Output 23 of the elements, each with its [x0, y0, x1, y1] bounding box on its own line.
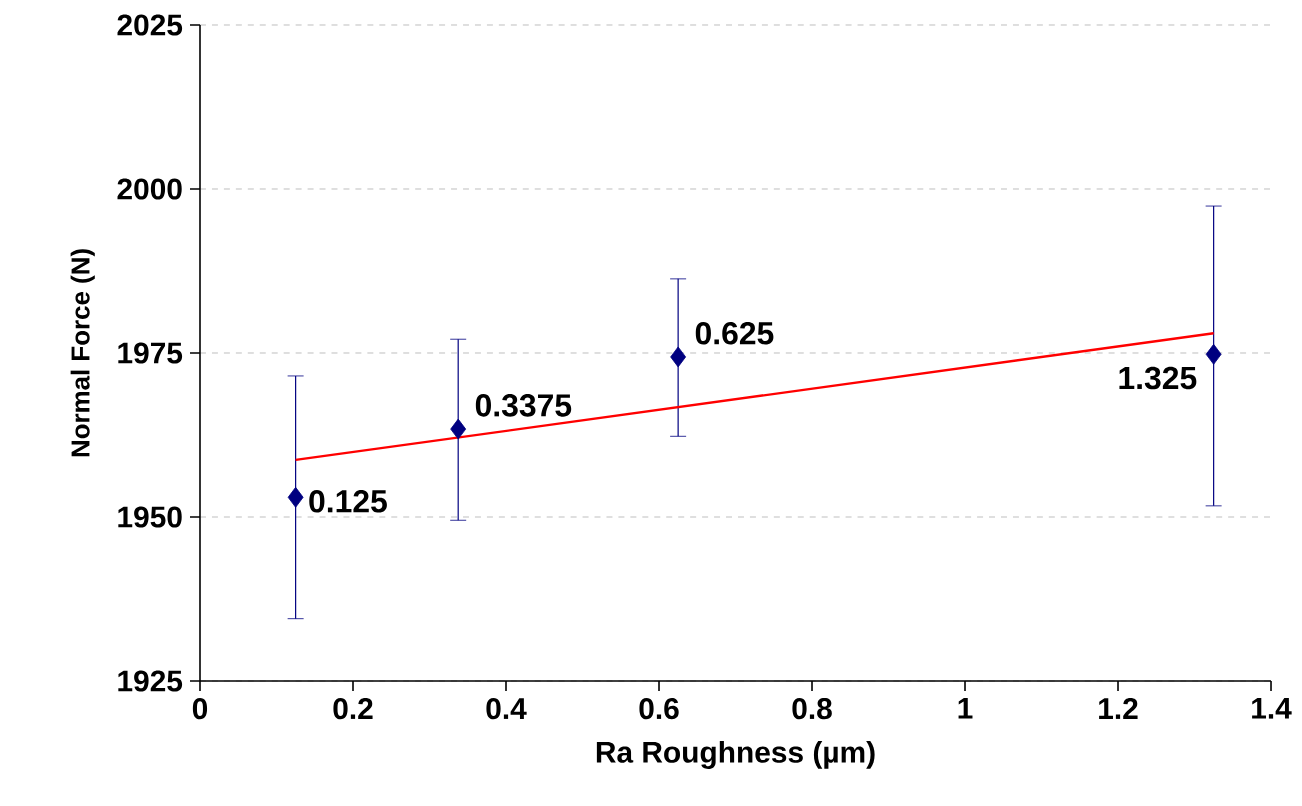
- x-tick-label: 0.2: [333, 698, 373, 720]
- point: [1205, 343, 1222, 365]
- y-tick-label: 2025: [117, 14, 183, 36]
- y-tick-label: 2000: [117, 178, 182, 200]
- x-tick-label: 0.8: [792, 698, 832, 720]
- point: [287, 486, 304, 508]
- x-tick-label: 0: [192, 698, 208, 720]
- point: [670, 346, 687, 368]
- annotation: 1.325: [1119, 366, 1197, 390]
- annotation: 0.3375: [475, 394, 572, 417]
- x-tick-label: 0.4: [486, 698, 527, 720]
- annotation: 0.125: [309, 490, 387, 513]
- x-tick-label: 0.6: [639, 698, 679, 720]
- annotation: 0.625: [695, 321, 774, 345]
- y-tick-label: 1950: [118, 506, 182, 528]
- point: [450, 418, 467, 440]
- y-tick-label: 1925: [118, 670, 183, 692]
- x-tick-label: 1.2: [1099, 698, 1138, 719]
- x-tick-label: 1: [958, 698, 973, 719]
- y-axis-title: Normal Force (N): [70, 249, 95, 457]
- y-tick-label: 1975: [118, 342, 183, 364]
- x-axis-title: Ra Roughness (µm): [596, 740, 875, 769]
- x-tick-label: 1.4: [1252, 698, 1292, 719]
